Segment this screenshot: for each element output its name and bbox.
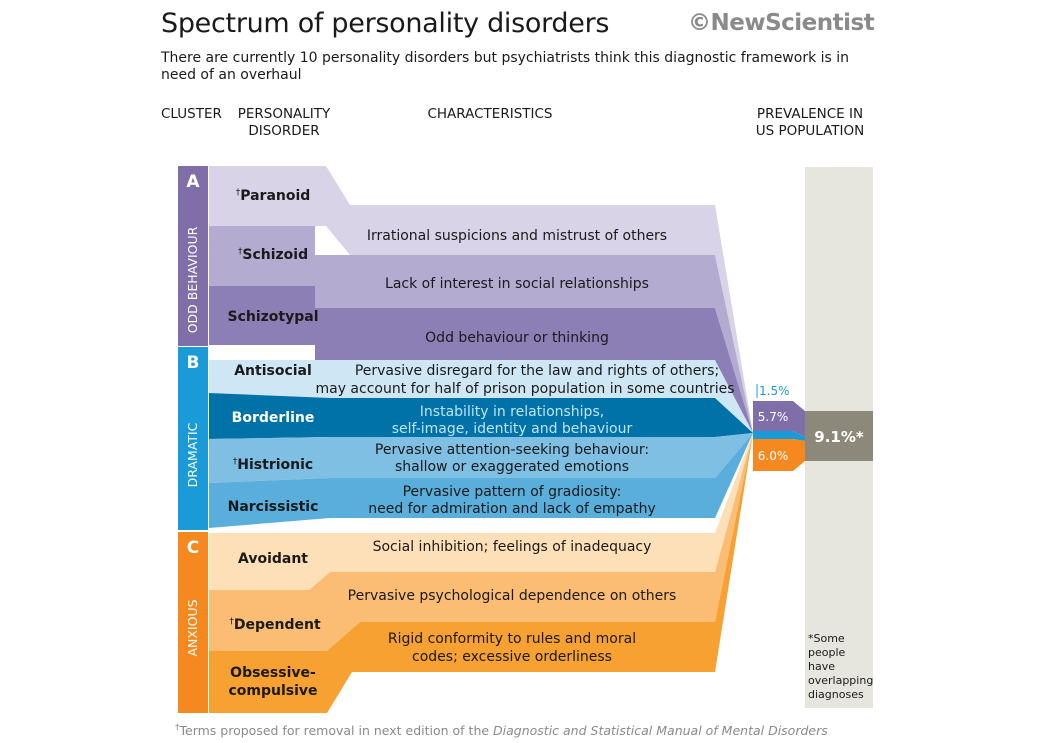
connector-c bbox=[793, 439, 805, 471]
ribbon-schizotypal bbox=[209, 286, 753, 433]
total-prevalence: 9.1%* bbox=[814, 428, 864, 446]
column-header-disorder-line-2: DISORDER bbox=[248, 123, 320, 139]
disorder-histrionic-label: Histrionic bbox=[237, 457, 313, 473]
characteristic-dependent: Pervasive psychological dependence on ot… bbox=[348, 588, 677, 604]
total-prevalence-bar bbox=[805, 411, 873, 461]
cluster-c-prevalence: 6.0% bbox=[758, 449, 789, 463]
characteristic-paranoid: Irrational suspicions and mistrust of ot… bbox=[367, 228, 667, 244]
disorder-paranoid: †Paranoid bbox=[236, 188, 311, 204]
disorder-schizoid-label: Schizoid bbox=[242, 247, 308, 263]
characteristic-schizotypal: Odd behaviour or thinking bbox=[425, 330, 609, 346]
dagger-histrionic: † bbox=[233, 457, 238, 467]
ribbon-borderline bbox=[209, 393, 753, 439]
column-header-characteristics: CHARACTERISTICS bbox=[427, 106, 553, 122]
cluster-a-prevalence-bar bbox=[753, 401, 793, 431]
cluster-b-bar bbox=[178, 347, 208, 530]
cluster-b-name: DRAMATIC bbox=[185, 422, 200, 487]
ribbon-obsessive-compulsive bbox=[209, 433, 753, 713]
cluster-c-bar bbox=[178, 532, 208, 713]
cluster-c-prevalence-bar bbox=[753, 439, 793, 471]
cluster-b-prevalence-bar bbox=[753, 431, 793, 439]
cluster-c-name: ANXIOUS bbox=[185, 599, 200, 656]
column-header-prevalence: PREVALENCE IN US POPULATION bbox=[748, 106, 872, 140]
disorder-narcissistic: Narcissistic bbox=[228, 499, 319, 515]
disorder-histrionic: †Histrionic bbox=[233, 457, 313, 473]
dagger-schizoid: † bbox=[238, 247, 243, 257]
characteristic-antisocial-line-1: Pervasive disregard for the law and righ… bbox=[355, 363, 719, 379]
subtitle: There are currently 10 personality disor… bbox=[161, 50, 850, 83]
characteristic-borderline-line-1: Instability in relationships, bbox=[420, 404, 604, 420]
ribbon-schizoid bbox=[209, 226, 753, 433]
characteristic-schizoid: Lack of interest in social relationships bbox=[385, 276, 649, 292]
overlap-note-line-3: have bbox=[808, 660, 835, 673]
footnote-dagger: † bbox=[175, 723, 180, 733]
cluster-a-name: ODD BEHAVIOUR bbox=[185, 226, 200, 333]
disorder-schizotypal: Schizotypal bbox=[228, 309, 319, 325]
column-header-disorder: PERSONALITY DISORDER bbox=[226, 106, 342, 140]
disorder-obsessive-compulsive-line-1: Obsessive- bbox=[230, 665, 316, 681]
footnote: †Terms proposed for removal in next edit… bbox=[175, 723, 828, 738]
cluster-a-bar bbox=[178, 166, 208, 346]
characteristic-borderline-line-2: self-image, identity and behaviour bbox=[392, 421, 633, 437]
characteristic-histrionic-line-2: shallow or exaggerated emotions bbox=[395, 459, 629, 475]
characteristic-antisocial-line-2: may account for half of prison populatio… bbox=[315, 381, 734, 397]
disorder-avoidant: Avoidant bbox=[238, 551, 308, 567]
characteristic-narcissistic-line-1: Pervasive pattern of gradiosity: bbox=[403, 484, 622, 500]
disorder-schizoid: †Schizoid bbox=[238, 247, 308, 263]
overlap-note-line-5: diagnoses bbox=[808, 688, 864, 701]
disorder-antisocial: Antisocial bbox=[234, 363, 312, 379]
page-title: Spectrum of personality disorders bbox=[161, 8, 610, 39]
disorder-obsessive-compulsive-line-2: compulsive bbox=[228, 683, 317, 699]
characteristic-obsessive-compulsive-line-1: Rigid conformity to rules and moral bbox=[388, 631, 636, 647]
column-header-prevalence-line-2: US POPULATION bbox=[755, 123, 865, 139]
column-header-disorder-line-1: PERSONALITY bbox=[237, 106, 331, 122]
newscientist-logo: ©NewScientist bbox=[688, 10, 875, 36]
cluster-b-prevalence: 1.5% bbox=[759, 384, 790, 398]
overlap-note-line-4: overlapping bbox=[808, 674, 874, 687]
overlap-note-line-2: people bbox=[808, 646, 846, 659]
ribbon-histrionic bbox=[209, 433, 753, 483]
characteristic-narcissistic-line-2: need for admiration and lack of empathy bbox=[368, 501, 656, 517]
dagger-paranoid: † bbox=[236, 188, 241, 198]
disorder-borderline: Borderline bbox=[232, 410, 315, 426]
characteristic-histrionic-line-1: Pervasive attention-seeking behaviour: bbox=[375, 442, 649, 458]
characteristic-obsessive-compulsive-line-2: codes; excessive orderliness bbox=[412, 649, 612, 665]
footnote-text: Terms proposed for removal in next editi… bbox=[179, 723, 494, 738]
ribbon-paranoid bbox=[209, 166, 753, 433]
ribbon-antisocial bbox=[209, 360, 753, 433]
cluster-b-letter: B bbox=[187, 353, 200, 373]
ribbon-narcissistic bbox=[209, 433, 753, 528]
disorder-paranoid-label: Paranoid bbox=[240, 188, 310, 204]
column-header-cluster: CLUSTER bbox=[161, 106, 222, 122]
connector-b bbox=[793, 431, 805, 441]
ribbon-avoidant bbox=[209, 433, 753, 590]
cluster-a-prevalence: 5.7% bbox=[758, 410, 789, 424]
disorder-dependent-label: Dependent bbox=[234, 617, 321, 633]
overlap-note-line-1: *Some bbox=[808, 632, 845, 645]
characteristic-avoidant: Social inhibition; feelings of inadequac… bbox=[373, 539, 652, 555]
ribbon-dependent bbox=[209, 433, 753, 651]
connector-a bbox=[793, 401, 805, 437]
cluster-a-letter: A bbox=[186, 172, 200, 192]
column-header-prevalence-line-1: PREVALENCE IN bbox=[756, 106, 864, 122]
dagger-dependent: † bbox=[229, 617, 234, 627]
overlap-note: *Some people have overlapping diagnoses bbox=[808, 632, 874, 702]
cluster-c-letter: C bbox=[187, 538, 199, 558]
footnote-italic: Diagnostic and Statistical Manual of Men… bbox=[493, 723, 828, 738]
disorder-dependent: †Dependent bbox=[229, 617, 321, 633]
